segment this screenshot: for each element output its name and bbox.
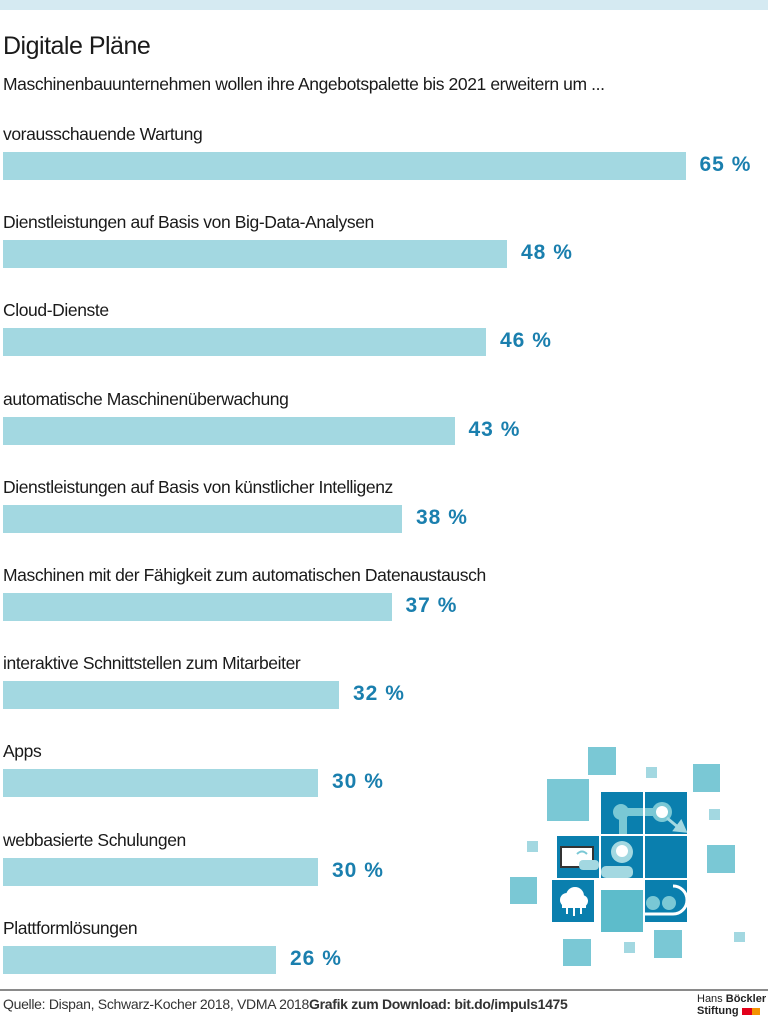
bar xyxy=(3,416,455,445)
hans-boeckler-logo: Hans Böckler Stiftung xyxy=(697,993,766,1017)
category-label: interaktive Schnittstellen zum Mitarbeit… xyxy=(3,653,301,674)
touchscreen-icon xyxy=(557,836,599,878)
category-label: vorausschauende Wartung xyxy=(3,124,203,144)
chart-title: Digitale Pläne xyxy=(3,32,151,60)
bar xyxy=(3,945,276,974)
bar xyxy=(3,857,318,886)
download-link[interactable]: Grafik zum Download: bit.do/impuls1475 xyxy=(309,996,568,1012)
deco-square xyxy=(646,767,657,778)
deco-square xyxy=(547,779,589,821)
user-headset-icon xyxy=(601,836,643,878)
deco-square xyxy=(601,890,643,932)
deco-square xyxy=(654,930,682,958)
value-label: 26 % xyxy=(290,946,342,970)
deco-square xyxy=(734,932,745,942)
bar xyxy=(3,769,318,798)
value-label: 30 % xyxy=(332,858,384,882)
deco-square xyxy=(693,764,720,792)
top-strip xyxy=(0,0,768,10)
logo-text: Böckler xyxy=(725,993,767,1005)
robot-arm-icon xyxy=(645,792,687,834)
cloud-icon xyxy=(552,880,594,922)
chart-subtitle: Maschinenbauunternehmen wollen ihre Ange… xyxy=(3,74,605,94)
value-label: 30 % xyxy=(332,770,384,794)
category-label: Cloud-Dienste xyxy=(3,300,109,321)
robot-arm-icon xyxy=(601,792,643,834)
deco-square xyxy=(588,747,616,775)
category-label: Dienstleistungen auf Basis von künstlich… xyxy=(3,476,393,497)
deco-square xyxy=(707,845,735,873)
category-label: Apps xyxy=(3,741,42,762)
value-label: 32 % xyxy=(353,682,405,706)
source-note: Quelle: Dispan, Schwarz-Kocher 2018, VDM… xyxy=(3,996,310,1012)
logo-text: Hans xyxy=(697,993,723,1005)
bar xyxy=(3,328,486,357)
deco-square xyxy=(563,939,591,966)
category-label: Maschinen mit der Fähigkeit zum automati… xyxy=(3,565,486,585)
bar xyxy=(3,240,507,269)
bar xyxy=(3,504,402,533)
category-label: Dienstleistungen auf Basis von Big-Data-… xyxy=(3,212,374,233)
logo-text: Stiftung xyxy=(697,1005,739,1017)
deco-square xyxy=(624,942,635,953)
value-label: 43 % xyxy=(468,417,521,441)
deco-square xyxy=(709,809,720,820)
value-label: 65 % xyxy=(699,153,752,176)
deco-square xyxy=(527,841,538,852)
bar xyxy=(3,681,339,710)
bar xyxy=(3,593,392,621)
bar xyxy=(3,152,686,180)
deco-square xyxy=(510,877,537,904)
conveyor-icon xyxy=(645,880,687,922)
value-label: 48 % xyxy=(521,241,573,265)
value-label: 37 % xyxy=(405,594,458,617)
category-label: webbasierte Schulungen xyxy=(3,829,186,850)
category-label: Plattformlösungen xyxy=(3,917,138,938)
value-label: 38 % xyxy=(416,505,468,529)
footer-divider xyxy=(0,989,768,991)
value-label: 46 % xyxy=(500,329,552,353)
category-label: automatische Maschinenüberwachung xyxy=(3,388,289,409)
blank-tile xyxy=(645,836,687,878)
